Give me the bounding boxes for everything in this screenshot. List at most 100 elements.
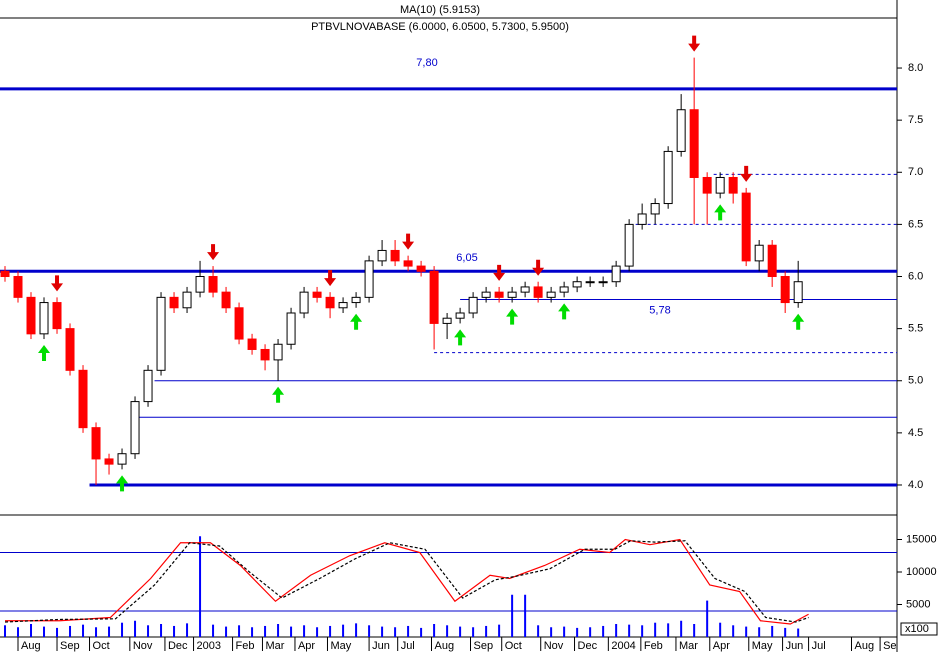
volume-bar <box>225 626 228 637</box>
candle-body <box>91 427 101 460</box>
candle-body <box>754 244 764 262</box>
volume-bar <box>95 627 98 637</box>
volume-bar <box>134 620 137 637</box>
x-tick-label: May <box>752 640 773 652</box>
candle-body <box>0 270 10 278</box>
candle-body <box>455 312 465 319</box>
candle-body <box>13 276 23 298</box>
volume-bar <box>771 625 774 637</box>
volume-bar <box>667 623 670 637</box>
y-tick-label: 7.0 <box>908 166 923 178</box>
candle-body <box>143 369 153 403</box>
volume-bar <box>472 627 475 637</box>
volume-bar <box>394 627 397 637</box>
x-tick-label: Aug <box>434 640 454 652</box>
y-tick-label: 4.0 <box>908 479 923 491</box>
volume-bar <box>108 626 111 637</box>
candle-body <box>598 281 608 284</box>
volume-bar <box>732 625 735 637</box>
volume-bar <box>160 624 163 637</box>
x-tick-label: Aug <box>21 640 41 652</box>
candle-body <box>442 317 452 324</box>
volume-bar <box>498 624 501 637</box>
x-tick-label: Dec <box>578 640 598 652</box>
volume-bar <box>706 600 709 637</box>
candle-body <box>182 291 192 309</box>
volume-bar <box>342 624 345 637</box>
y-tick-label: 15000 <box>906 533 937 545</box>
candle-body <box>702 176 712 194</box>
candle-body <box>260 348 270 361</box>
volume-bar <box>316 627 319 637</box>
volume-bar <box>199 536 202 637</box>
candle-body <box>481 291 491 298</box>
unit-box <box>900 622 938 636</box>
buy-arrow <box>558 303 571 320</box>
volume-bar <box>368 625 371 637</box>
candle-body <box>429 270 439 324</box>
x-tick-label: Apr <box>713 640 730 652</box>
x-tick-label: Oct <box>93 640 110 652</box>
candle-body <box>624 223 634 267</box>
candle-body <box>247 338 257 350</box>
candle-body <box>351 296 361 304</box>
indicator-label: MA(10) (5.9153) <box>400 4 480 16</box>
sell-arrow <box>207 244 220 261</box>
candle-body <box>104 458 114 465</box>
candle-body <box>364 260 374 298</box>
volume-bar <box>290 626 293 637</box>
volume-bar <box>797 628 800 637</box>
sell-arrow <box>740 165 753 182</box>
volume-bar <box>381 626 384 637</box>
y-tick-label: 10000 <box>906 566 937 578</box>
candle-body <box>78 369 88 429</box>
candle-body <box>286 312 296 345</box>
volume-bar <box>433 624 436 637</box>
y-tick-label: 7.5 <box>908 114 923 126</box>
volume-bar <box>69 625 72 637</box>
x-tick-label: Jul <box>812 640 826 652</box>
level-label: 5,78 <box>649 304 670 316</box>
candle-body <box>494 291 504 298</box>
candle-body <box>611 265 621 283</box>
candle-body <box>273 343 283 361</box>
volume-bar <box>173 625 176 637</box>
volume-bar <box>43 626 46 637</box>
buy-arrow <box>350 313 363 330</box>
oscillator-line <box>5 538 809 625</box>
volume-bar <box>719 622 722 637</box>
x-tick-label: Oct <box>505 640 522 652</box>
candle-body <box>767 244 777 278</box>
volume-bar <box>641 625 644 637</box>
candle-body <box>39 302 49 335</box>
candle-body <box>741 192 751 262</box>
candle-body <box>546 291 556 298</box>
level-label: 7,80 <box>416 57 437 69</box>
y-tick-label: 5.5 <box>908 323 923 335</box>
volume-bar <box>511 594 514 637</box>
x-tick-label: Jun <box>372 640 390 652</box>
candle-body <box>689 109 699 178</box>
candle-body <box>663 150 673 205</box>
volume-bar <box>251 627 254 637</box>
volume-bar <box>56 627 59 637</box>
x-tick-label: Feb <box>236 640 255 652</box>
chart-title: PTBVLNOVABASE (6.0000, 6.0500, 5.7300, 5… <box>311 21 569 33</box>
volume-bar <box>537 625 540 637</box>
x-tick-label: Jun <box>786 640 804 652</box>
volume-bar <box>238 625 241 637</box>
buy-arrow <box>272 386 285 403</box>
sell-arrow <box>688 35 701 52</box>
volume-bar <box>576 627 579 637</box>
candle-body <box>572 281 582 288</box>
candle-body <box>156 296 166 371</box>
x-tick-label: Nov <box>133 640 153 652</box>
y-tick-label: 5000 <box>906 598 930 610</box>
candle-body <box>390 249 400 262</box>
buy-arrow <box>792 313 805 330</box>
candle-body <box>299 291 309 314</box>
x-tick-label: Sep <box>60 640 80 652</box>
buy-arrow <box>38 345 51 362</box>
